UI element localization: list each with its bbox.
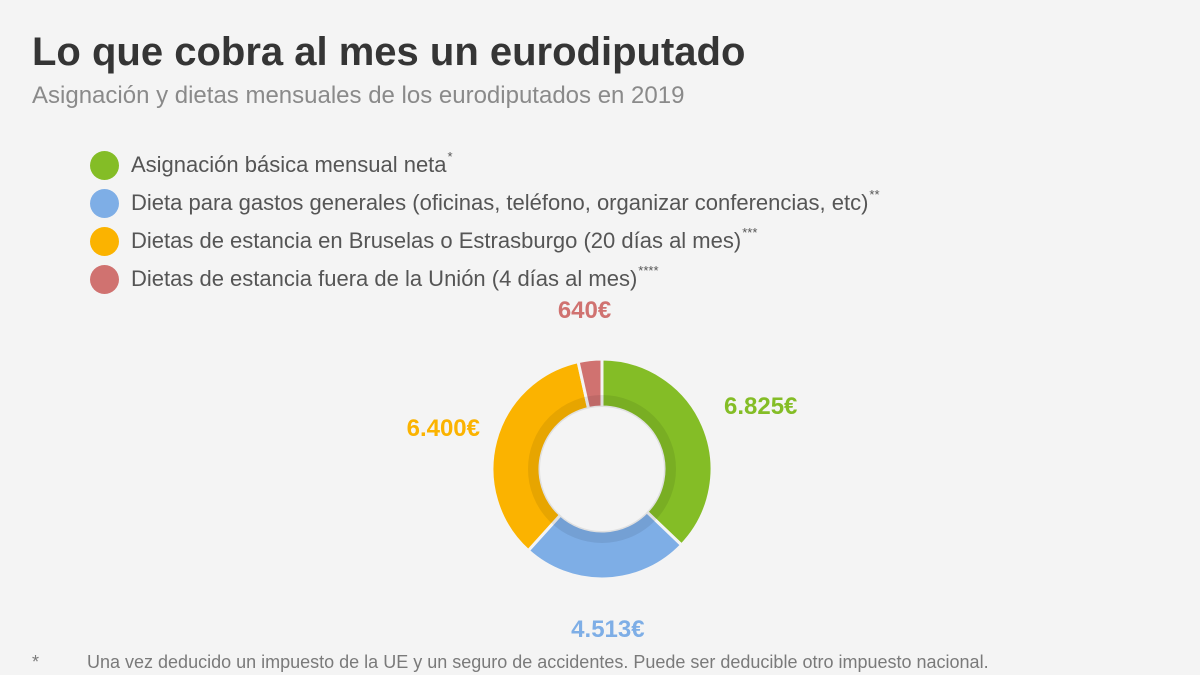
legend-item-estancia-bruselas: Dietas de estancia en Bruselas o Estrasb…: [90, 222, 880, 260]
slice-asignacion: [600, 357, 714, 548]
footnote: * Una vez deducido un impuesto de la UE y…: [32, 652, 989, 673]
legend-swatch: [90, 188, 119, 218]
footnote-mark: *: [32, 652, 40, 672]
label-gastos-generales: 4.513€: [571, 616, 644, 643]
legend-label: Dietas de estancia fuera de la Unión (4 …: [131, 266, 638, 291]
label-estancia-bruselas: 6.400€: [407, 415, 480, 442]
donut-inner-shade: [528, 395, 676, 543]
legend-label: Dieta para gastos generales (oficinas, t…: [131, 190, 869, 215]
slice-estancia-fuera: [576, 357, 604, 411]
label-asignacion: 6.825€: [724, 393, 797, 420]
legend: Asignación básica mensual neta * Dieta p…: [90, 146, 880, 298]
chart-title: Lo que cobra al mes un eurodiputado: [32, 30, 746, 74]
legend-item-asignacion: Asignación básica mensual neta *: [90, 146, 880, 184]
footnote-text: Una vez deducido un impuesto de la UE y …: [87, 652, 989, 672]
legend-footnote-mark: *: [447, 148, 453, 164]
legend-label: Asignación básica mensual neta: [131, 152, 447, 177]
legend-footnote-mark: ***: [742, 224, 758, 240]
slice-estancia-bruselas: [490, 359, 591, 553]
legend-swatch: [90, 226, 119, 256]
legend-swatch: [90, 264, 119, 294]
label-estancia-fuera: 640€: [558, 297, 611, 324]
legend-footnote-mark: ****: [638, 262, 659, 278]
legend-label: Dietas de estancia en Bruselas o Estrasb…: [131, 228, 742, 253]
legend-item-gastos-generales: Dieta para gastos generales (oficinas, t…: [90, 184, 880, 222]
slice-gastos-generales: [526, 509, 684, 581]
legend-footnote-mark: **: [869, 186, 880, 202]
chart-subtitle: Asignación y dietas mensuales de los eur…: [32, 82, 685, 109]
legend-swatch: [90, 150, 119, 180]
legend-item-estancia-fuera: Dietas de estancia fuera de la Unión (4 …: [90, 260, 880, 298]
